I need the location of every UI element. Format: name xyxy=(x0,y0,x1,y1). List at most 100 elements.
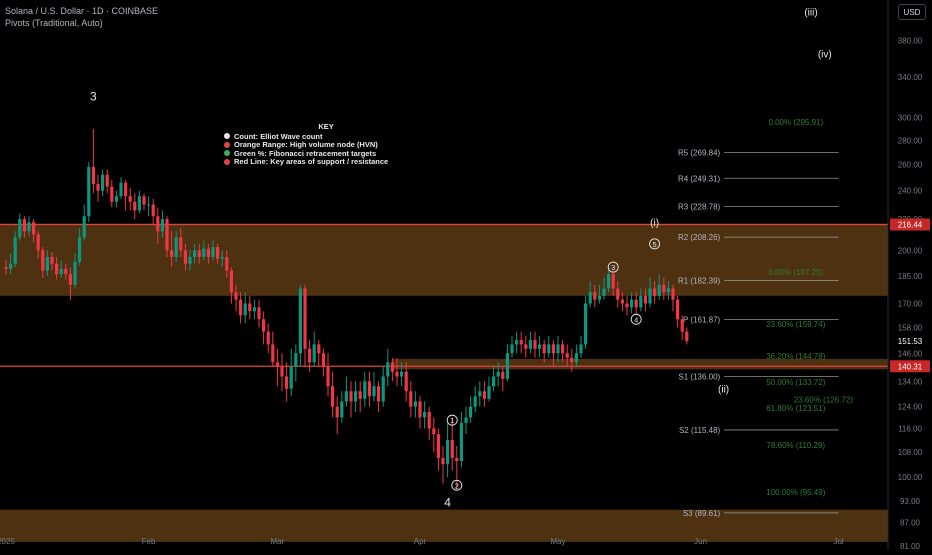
x-tick-label: Jul xyxy=(833,537,843,546)
wave-circle: 4 xyxy=(630,313,642,325)
candle-body xyxy=(469,406,473,418)
wave-label: (ii) xyxy=(718,385,729,396)
candle-body xyxy=(55,263,59,275)
legend-dot xyxy=(224,141,230,148)
candle-body xyxy=(432,428,436,435)
candle-body xyxy=(45,256,49,271)
candle-body xyxy=(354,391,358,402)
candle-body xyxy=(298,288,302,354)
candle-body xyxy=(607,274,611,289)
candle-body xyxy=(331,386,335,407)
candle-body xyxy=(579,344,583,354)
candle-body xyxy=(216,247,220,259)
candle-body xyxy=(101,174,105,191)
wave-circle: 5 xyxy=(649,238,661,250)
legend-label: Green %: Fibonacci retracement targets xyxy=(234,148,377,158)
wave-circle-label: 5 xyxy=(653,240,657,249)
candle-body xyxy=(151,204,155,217)
candle-body xyxy=(409,391,413,407)
candle-body xyxy=(179,237,183,251)
candle-body xyxy=(676,299,680,320)
candle-body xyxy=(363,381,367,399)
candle-body xyxy=(634,299,638,308)
candle-body xyxy=(308,348,312,363)
fib-label: 36.20% (144.78) xyxy=(766,352,825,361)
candle-body xyxy=(413,401,417,407)
y-tick-label: 260.00 xyxy=(898,161,923,170)
candle-body xyxy=(478,391,482,397)
candle-body xyxy=(91,167,95,184)
candle-body xyxy=(528,340,532,349)
fib-label: 23.60% (159.74) xyxy=(766,320,825,329)
price-tag: 140.31 xyxy=(890,360,930,373)
y-tick-label: 124.00 xyxy=(898,403,923,412)
legend-dot xyxy=(224,133,230,140)
candle-body xyxy=(436,434,440,458)
wave-circle-ring xyxy=(607,261,619,273)
candle-body xyxy=(165,219,169,251)
candle-body xyxy=(128,196,132,202)
legend-item-redline: Red Line: Key areas of support / resista… xyxy=(224,157,388,166)
hvn-zone xyxy=(392,358,888,370)
candle-body xyxy=(574,353,578,363)
candle-body xyxy=(390,362,394,372)
candle-body xyxy=(538,344,542,349)
pivot-label: R1 (182.39) xyxy=(678,276,721,285)
candle-body xyxy=(611,274,615,289)
candle-body xyxy=(349,391,353,402)
candle-body xyxy=(142,196,146,205)
y-tick-label: 116.00 xyxy=(898,424,922,433)
candle-body xyxy=(441,457,445,465)
candle-body xyxy=(285,376,289,389)
y-tick-label: 280.00 xyxy=(898,136,923,145)
wave-circle-label: 3 xyxy=(611,263,615,272)
candle-body xyxy=(262,319,266,332)
candle-body xyxy=(174,237,178,257)
candle-body xyxy=(648,288,652,304)
candle-body xyxy=(427,411,431,429)
candle-body xyxy=(492,376,496,387)
candle-body xyxy=(423,411,427,418)
candle-body xyxy=(271,344,275,363)
fib-label: 78.60% (110.29) xyxy=(767,441,826,450)
candle-body xyxy=(372,386,376,397)
y-tick-label: 170.00 xyxy=(898,299,923,308)
candle-body xyxy=(68,274,72,285)
candle-body xyxy=(124,182,128,197)
candle-body xyxy=(358,391,362,399)
candle-body xyxy=(257,307,261,320)
wave-label: (iv) xyxy=(818,50,832,61)
candle-body xyxy=(400,371,404,377)
candle-body xyxy=(639,295,643,308)
candle-body xyxy=(326,366,330,387)
price-tag-bg xyxy=(890,360,930,373)
candle-body xyxy=(561,344,565,354)
candle-body xyxy=(377,386,381,402)
legend-dot xyxy=(224,158,230,165)
candle-body xyxy=(643,295,647,304)
candle-body xyxy=(119,182,123,197)
candle-body xyxy=(13,237,17,264)
candle-body xyxy=(4,267,8,269)
candle-body xyxy=(133,201,137,211)
candle-body xyxy=(680,319,684,332)
symbol-title: Solana / U.S. Dollar · 1D · COINBASE xyxy=(5,6,159,16)
wave-label: 3 xyxy=(90,90,97,104)
candle-body xyxy=(593,292,597,300)
wave-circle-label: 4 xyxy=(634,315,638,324)
candle-body xyxy=(524,344,528,349)
currency-button[interactable]: USD xyxy=(898,4,926,20)
candle-body xyxy=(280,366,284,377)
legend-label: Count: Elliot Wave count xyxy=(234,131,323,141)
wave-circle: 1 xyxy=(446,414,458,426)
x-tick-label: Feb xyxy=(142,537,156,546)
indicator-title[interactable]: Pivots (Traditional, Auto) xyxy=(5,18,103,28)
candle-body xyxy=(73,261,77,285)
y-tick-label: 134.00 xyxy=(898,377,923,386)
price-tag-bg xyxy=(890,218,930,231)
legend-item-count: Count: Elliot Wave count xyxy=(224,132,388,141)
candle-body xyxy=(404,371,408,392)
fib-label: 0.00% (187.25) xyxy=(768,268,823,277)
